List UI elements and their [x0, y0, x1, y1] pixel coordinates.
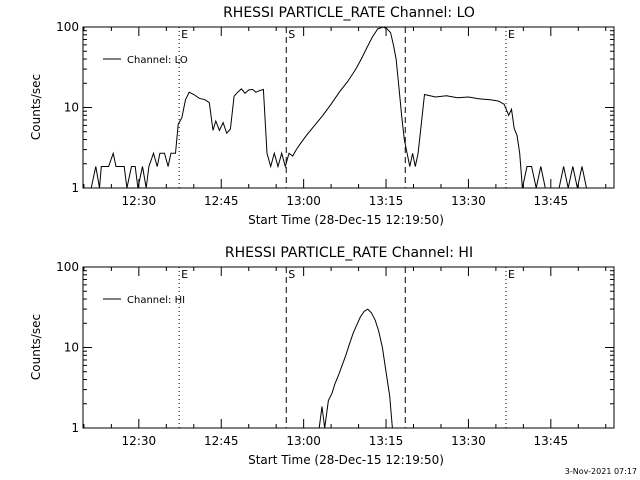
y-tick-label: 10: [64, 101, 79, 115]
legend-label: Channel: HI: [127, 295, 185, 306]
chart-title: RHESSI PARTICLE_RATE Channel: HI: [225, 245, 473, 261]
x-tick-label: 13:15: [369, 434, 404, 448]
chart-panel-hi: RHESSI PARTICLE_RATE Channel: HI Counts/…: [29, 245, 615, 467]
y-tick-label: 10: [64, 341, 79, 355]
event-marker-label: E: [181, 268, 188, 281]
x-axis-label: Start Time (28-Dec-15 12:19:50): [248, 453, 444, 467]
footer-timestamp: 3-Nov-2021 07:17: [565, 467, 637, 476]
plot-frame: [82, 26, 615, 189]
event-marker-label: E: [181, 28, 188, 41]
y-tick-label: 100: [56, 20, 79, 34]
x-tick-label: 12:30: [122, 194, 157, 208]
x-tick-label: 13:45: [534, 194, 569, 208]
series-line: [318, 308, 393, 429]
event-marker-label: E: [508, 28, 515, 41]
event-marker-label: S: [288, 28, 295, 41]
y-tick-label: 1: [71, 421, 79, 435]
event-marker-label: S: [288, 268, 295, 281]
series-line: [90, 26, 592, 189]
y-tick-label: 1: [71, 181, 79, 195]
x-axis-label: Start Time (28-Dec-15 12:19:50): [248, 213, 444, 227]
chart-marks: 1 10 100 12:30 12:45 13:00 13:15 13:30 13:45 E S E C…: [56, 260, 615, 448]
y-tick-label: 100: [56, 260, 79, 274]
chart-marks: 1 10 100 12:30 12:45 13:00 13:15 13:30 13:45 E S E C…: [56, 20, 615, 208]
legend-label: Channel: LO: [127, 55, 188, 66]
x-tick-label: 12:45: [204, 194, 239, 208]
x-tick-label: 13:00: [286, 434, 321, 448]
x-tick-label: 13:45: [534, 434, 569, 448]
chart-panel-lo: RHESSI PARTICLE_RATE Channel: LO Counts/…: [29, 5, 615, 227]
x-tick-label: 12:30: [122, 434, 157, 448]
y-axis-label: Counts/sec: [29, 314, 43, 380]
y-axis-label: Counts/sec: [29, 74, 43, 140]
event-marker-label: E: [508, 268, 515, 281]
x-tick-label: 13:15: [369, 194, 404, 208]
x-tick-label: 13:30: [451, 434, 486, 448]
x-tick-label: 13:30: [451, 194, 486, 208]
x-tick-label: 13:00: [286, 194, 321, 208]
x-tick-label: 12:45: [204, 434, 239, 448]
chart-title: RHESSI PARTICLE_RATE Channel: LO: [223, 5, 475, 21]
